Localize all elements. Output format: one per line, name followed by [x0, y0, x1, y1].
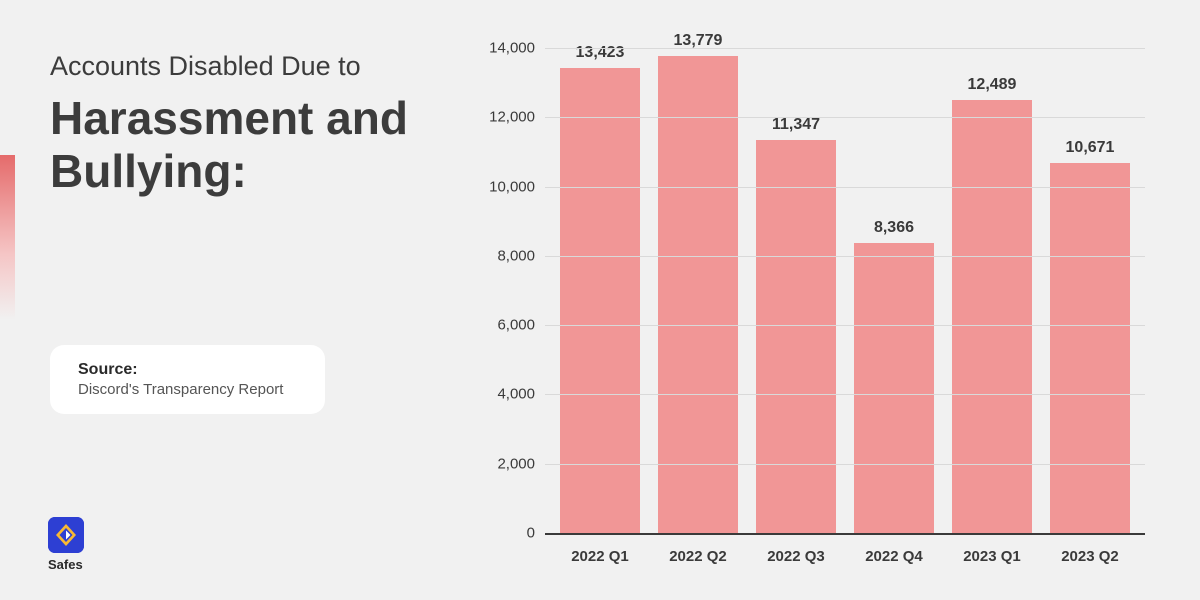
- bar-value-label: 10,671: [1066, 139, 1115, 157]
- brand-logo: Safes: [48, 517, 84, 572]
- y-tick-label: 6,000: [497, 317, 545, 334]
- bar: 11,347: [756, 140, 836, 533]
- y-tick-label: 2,000: [497, 455, 545, 472]
- bar: 10,671: [1050, 163, 1130, 533]
- bar-value-label: 8,366: [874, 219, 914, 237]
- y-tick-label: 0: [527, 525, 545, 542]
- bar: 13,779: [658, 56, 738, 533]
- x-tick-label: 2022 Q3: [747, 548, 845, 565]
- y-tick-label: 14,000: [489, 40, 545, 57]
- y-tick-label: 4,000: [497, 386, 545, 403]
- x-tick-label: 2023 Q1: [943, 548, 1041, 565]
- brand-name: Safes: [48, 557, 84, 572]
- gridline: [545, 394, 1145, 395]
- bar-slot: 10,671: [1041, 48, 1139, 533]
- y-tick-label: 8,000: [497, 247, 545, 264]
- gridline: [545, 187, 1145, 188]
- y-tick-label: 10,000: [489, 178, 545, 195]
- bar-slot: 13,779: [649, 48, 747, 533]
- bar-slot: 13,423: [551, 48, 649, 533]
- bar-group: 13,42313,77911,3478,36612,48910,671: [545, 48, 1145, 533]
- accent-stripe: [0, 155, 15, 320]
- bar-value-label: 13,423: [576, 44, 625, 62]
- gridline: [545, 464, 1145, 465]
- source-label: Source:: [78, 361, 297, 379]
- x-axis-labels: 2022 Q12022 Q22022 Q32022 Q42023 Q12023 …: [545, 548, 1145, 565]
- y-tick-label: 12,000: [489, 109, 545, 126]
- bar-slot: 12,489: [943, 48, 1041, 533]
- bar-value-label: 12,489: [968, 76, 1017, 94]
- safes-logo-icon: [48, 517, 84, 553]
- bar-value-label: 11,347: [772, 116, 820, 134]
- title-large: Harassment and Bullying:: [50, 92, 430, 198]
- bar-chart: 13,42313,77911,3478,36612,48910,671 02,0…: [485, 30, 1175, 575]
- plot-area: 13,42313,77911,3478,36612,48910,671 02,0…: [545, 48, 1145, 535]
- x-tick-label: 2023 Q2: [1041, 548, 1139, 565]
- bar-slot: 8,366: [845, 48, 943, 533]
- bar: 12,489: [952, 100, 1032, 533]
- x-tick-label: 2022 Q1: [551, 548, 649, 565]
- title-small: Accounts Disabled Due to: [50, 50, 430, 84]
- gridline: [545, 48, 1145, 49]
- bar: 8,366: [854, 243, 934, 533]
- gridline: [545, 325, 1145, 326]
- bar-slot: 11,347: [747, 48, 845, 533]
- source-box: Source: Discord's Transparency Report: [50, 345, 325, 414]
- x-tick-label: 2022 Q4: [845, 548, 943, 565]
- gridline: [545, 256, 1145, 257]
- x-tick-label: 2022 Q2: [649, 548, 747, 565]
- source-text: Discord's Transparency Report: [78, 381, 297, 398]
- title-block: Accounts Disabled Due to Harassment and …: [50, 50, 430, 198]
- gridline: [545, 117, 1145, 118]
- bar-value-label: 13,779: [674, 32, 723, 50]
